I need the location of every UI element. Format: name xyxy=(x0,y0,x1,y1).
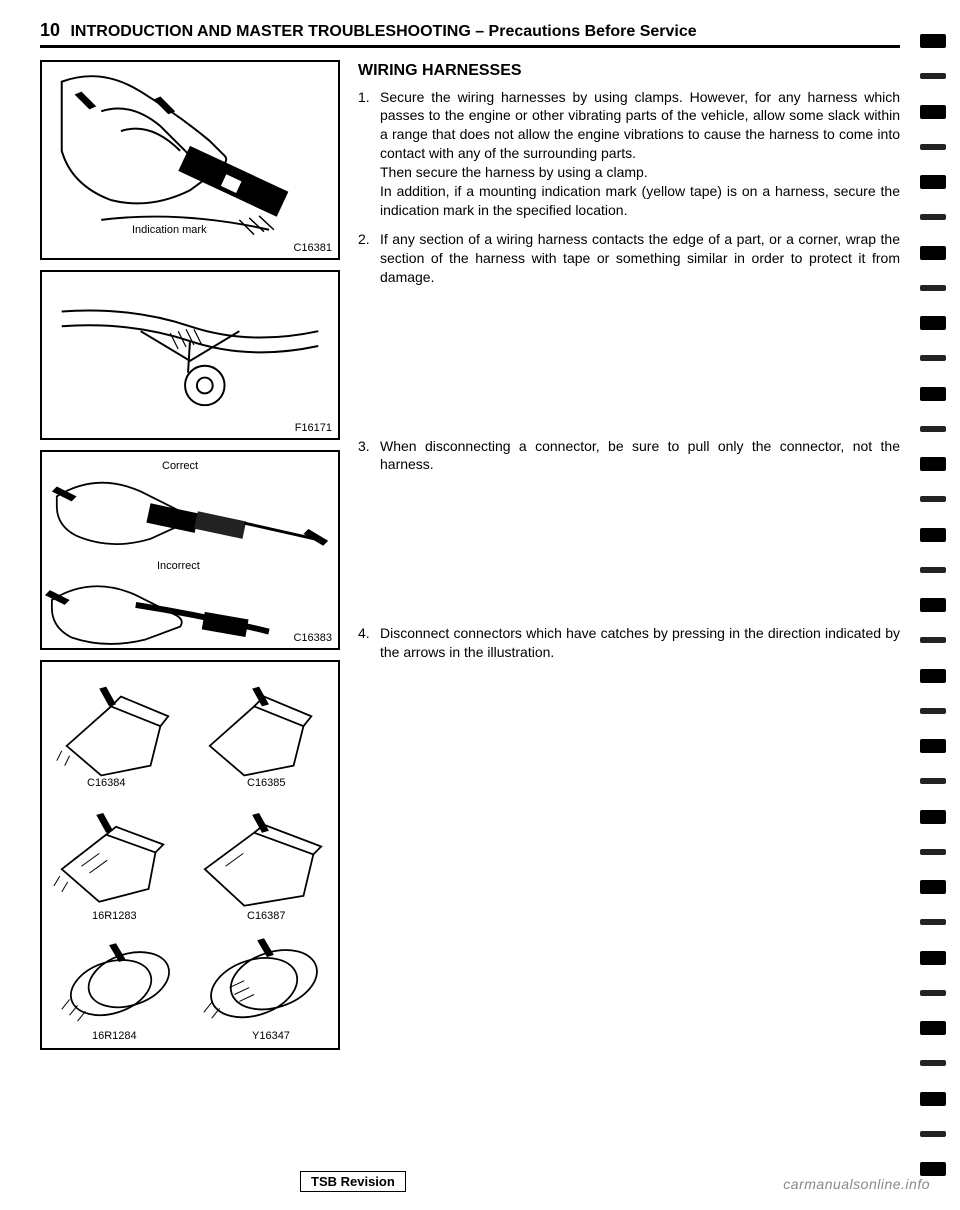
page-number: 10 xyxy=(40,20,60,40)
page-title: INTRODUCTION AND MASTER TROUBLESHOOTING … xyxy=(70,23,696,40)
item-number: 2. xyxy=(358,230,380,287)
fig2-code: F16171 xyxy=(295,422,332,434)
fig3-code: C16383 xyxy=(293,632,332,644)
fig1-caption: Indication mark xyxy=(132,224,207,236)
fig4-c5: 16R1284 xyxy=(92,1030,137,1042)
fig4-c1: C16384 xyxy=(87,777,126,789)
binder-edge xyxy=(920,30,950,1180)
instruction-list: 1. Secure the wiring harnesses by using … xyxy=(358,88,900,287)
section-heading: WIRING HARNESSES xyxy=(358,60,900,82)
item-text: If any section of a wiring harness conta… xyxy=(380,230,900,287)
watermark: carmanualsonline.info xyxy=(783,1176,930,1192)
figure-1: Indication mark C16381 xyxy=(40,60,340,260)
list-item: 4. Disconnect connectors which have catc… xyxy=(358,624,900,662)
fig4-c6: Y16347 xyxy=(252,1030,290,1042)
figure-2: F16171 xyxy=(40,270,340,440)
tsb-revision-box: TSB Revision xyxy=(300,1171,406,1192)
item-number: 1. xyxy=(358,88,380,220)
fig3-correct: Correct xyxy=(162,460,198,472)
list-item: 3. When disconnecting a connector, be su… xyxy=(358,437,900,475)
list-item: 2. If any section of a wiring harness co… xyxy=(358,230,900,287)
fig1-code: C16381 xyxy=(293,242,332,254)
fig4-c4: C16387 xyxy=(247,910,286,922)
content-area: Indication mark C16381 F16171 xyxy=(40,60,900,1050)
fig4-c3: 16R1283 xyxy=(92,910,137,922)
item-number: 3. xyxy=(358,437,380,475)
page-header: 10 INTRODUCTION AND MASTER TROUBLESHOOTI… xyxy=(40,20,900,48)
item-number: 4. xyxy=(358,624,380,662)
fig4-c2: C16385 xyxy=(247,777,286,789)
figure-4: C16384 C16385 16R1283 C16387 16R1284 Y16… xyxy=(40,660,340,1050)
item-text: Secure the wiring harnesses by using cla… xyxy=(380,88,900,220)
text-column: WIRING HARNESSES 1. Secure the wiring ha… xyxy=(358,60,900,1050)
figure-3: Correct Incorrect C16383 xyxy=(40,450,340,650)
item-text: When disconnecting a connector, be sure … xyxy=(380,437,900,475)
item-text: Disconnect connectors which have catches… xyxy=(380,624,900,662)
figures-column: Indication mark C16381 F16171 xyxy=(40,60,340,1050)
fig3-incorrect: Incorrect xyxy=(157,560,200,572)
instruction-list-cont2: 4. Disconnect connectors which have catc… xyxy=(358,624,900,662)
list-item: 1. Secure the wiring harnesses by using … xyxy=(358,88,900,220)
instruction-list-cont: 3. When disconnecting a connector, be su… xyxy=(358,437,900,475)
